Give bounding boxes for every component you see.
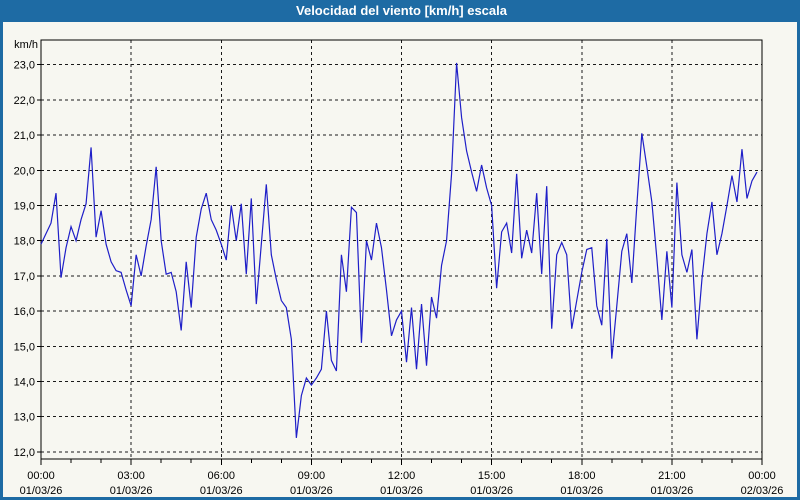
y-tick-label: 14,0	[14, 377, 35, 389]
y-tick-label: 21,0	[14, 130, 35, 142]
x-tick-label-time: 03:00	[117, 470, 145, 482]
x-tick-label-time: 18:00	[568, 470, 596, 482]
window-title-bar: Velocidad del viento [km/h] escala	[3, 0, 797, 22]
x-tick-label-date: 01/03/26	[200, 485, 243, 497]
x-tick-label-date: 01/03/26	[470, 485, 513, 497]
x-tick-label-date: 02/03/26	[741, 485, 784, 497]
y-tick-label: 12,0	[14, 447, 35, 459]
x-tick-label-date: 01/03/26	[560, 485, 603, 497]
x-tick-label-time: 21:00	[658, 470, 686, 482]
y-tick-label: 22,0	[14, 95, 35, 107]
x-tick-label-time: 09:00	[298, 470, 326, 482]
x-tick-label-time: 15:00	[478, 470, 506, 482]
y-tick-label: 16,0	[14, 306, 35, 318]
y-tick-label: 15,0	[14, 341, 35, 353]
y-tick-label: 13,0	[14, 412, 35, 424]
x-tick-label-time: 12:00	[388, 470, 416, 482]
wind-speed-line	[40, 62, 758, 438]
y-tick-label: 20,0	[14, 165, 35, 177]
wind-speed-chart: 23,0 22,0 21,0 20,0 19,0 18,0 17,0 16,0 15,0 14,0…	[3, 22, 797, 497]
x-tick-label-time: 00:00	[748, 470, 776, 482]
plot-border	[40, 39, 763, 460]
y-axis-unit-label: km/h	[14, 39, 38, 51]
y-tick-label: 17,0	[14, 271, 35, 283]
y-tick-label: 23,0	[14, 60, 35, 72]
window-title: Velocidad del viento [km/h] escala	[296, 3, 507, 18]
x-tick-label-time: 06:00	[207, 470, 235, 482]
x-tick-label-date: 01/03/26	[290, 485, 333, 497]
x-tick-label-date: 01/03/26	[20, 485, 63, 497]
x-tick-label-time: 00:00	[27, 470, 55, 482]
x-tick-label-date: 01/03/26	[110, 485, 153, 497]
y-tick-label: 19,0	[14, 200, 35, 212]
y-tick-label: 18,0	[14, 236, 35, 248]
x-tick-label-date: 01/03/26	[650, 485, 693, 497]
x-tick-label-date: 01/03/26	[380, 485, 423, 497]
